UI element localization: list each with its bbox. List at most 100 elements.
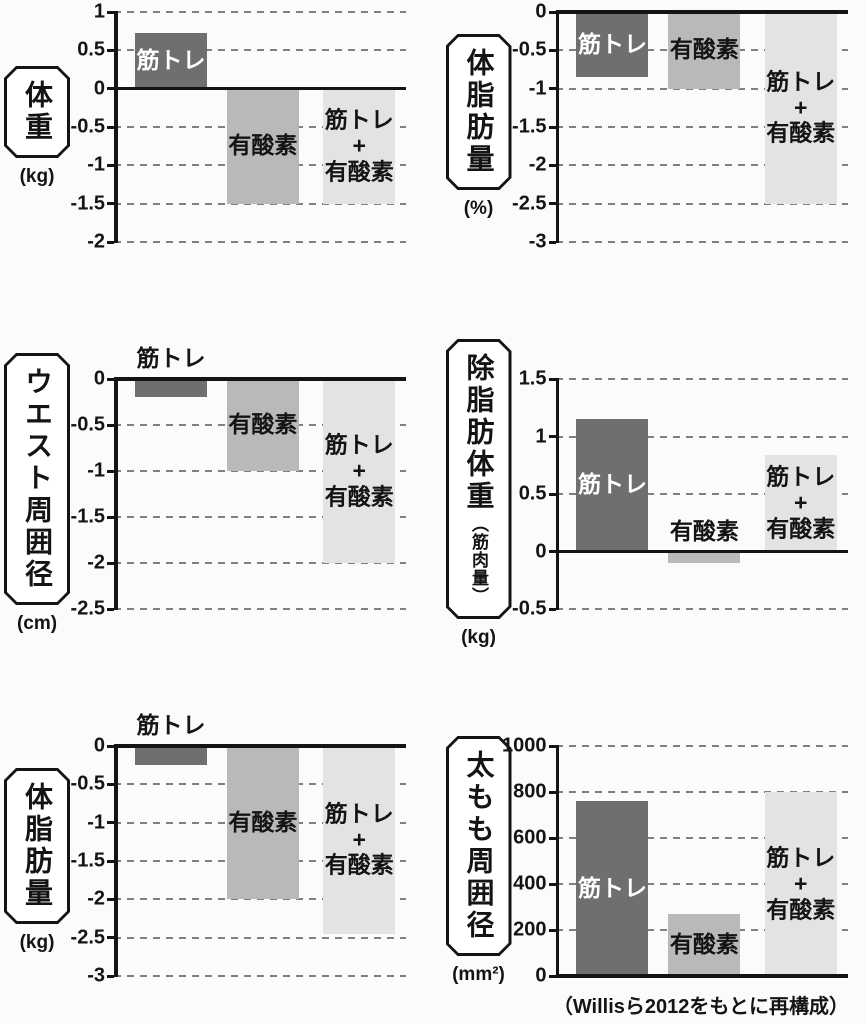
gridline bbox=[114, 562, 406, 564]
y-axis-line bbox=[555, 11, 559, 243]
gridline bbox=[555, 378, 848, 380]
tick-label: -0.5 bbox=[70, 413, 105, 436]
tick-label: 0 bbox=[535, 0, 547, 23]
bar: 有酸素 bbox=[226, 88, 299, 204]
zero-line bbox=[555, 10, 848, 14]
gridline bbox=[555, 87, 848, 90]
source-caption: （Willisら2012をもとに再構成） bbox=[552, 996, 849, 1018]
plot-wrapper: 1000 800 600 400 200 0 筋トレ 有酸素 筋トレ + 有酸素 bbox=[502, 735, 848, 987]
chart-label-column: ウエスト周囲径 (cm) bbox=[6, 353, 68, 635]
bar bbox=[134, 379, 207, 398]
bar-label-line: 有酸素 bbox=[766, 119, 836, 146]
charts-grid: 体重 (kg) 1 0.5 0 -0.5 -1 -1.5 -2 筋トレ 有酸素 筋トレ + 有酸素 体… bbox=[0, 0, 867, 976]
plot-wrapper: 0 -0.5 -1 -1.5 -2 -2.5 筋トレ 有酸素 筋トレ + 有酸素 bbox=[71, 345, 406, 620]
bar-label: 筋トレ + 有酸素 bbox=[325, 801, 394, 878]
bar-label-line: 有酸素 bbox=[669, 36, 739, 63]
tick-label: -1.5 bbox=[512, 115, 547, 138]
chart-unit: (%) bbox=[463, 198, 494, 219]
gridline bbox=[114, 608, 406, 610]
tick-mark bbox=[107, 469, 114, 473]
plot-area: 0 -0.5 -1 -1.5 -2 -2.5 -3 筋トレ 有酸素 筋トレ + 有酸素 bbox=[71, 712, 406, 987]
tick-label: -1.5 bbox=[70, 505, 105, 528]
tick-mark bbox=[548, 744, 556, 748]
chart-4: 除脂肪体重 （筋肉量） (kg) 1.5 1 0.5 0 -0.5 筋トレ 有酸素 筋トレ + 有… bbox=[448, 353, 862, 648]
y-axis-line bbox=[555, 745, 559, 977]
bar: 有酸素 bbox=[226, 379, 299, 471]
tick-label: 1000 bbox=[502, 734, 547, 757]
tick-mark bbox=[548, 87, 556, 91]
tick-mark bbox=[107, 377, 114, 381]
chart-title: ウエスト周囲径 bbox=[22, 367, 53, 591]
tick-label: 0.5 bbox=[77, 38, 105, 61]
tick-label: -0.5 bbox=[70, 772, 105, 795]
bar-label: 筋トレ bbox=[578, 472, 647, 499]
chart-title: 体重 bbox=[22, 80, 53, 144]
bar: 筋トレ + 有酸素 bbox=[323, 746, 396, 934]
bar-label: 筋トレ bbox=[577, 874, 647, 902]
gridline bbox=[555, 435, 848, 438]
tick-label: -2.5 bbox=[70, 926, 105, 949]
plot-wrapper: 0 -0.5 -1 -1.5 -2 -2.5 -3 筋トレ 有酸素 筋トレ + 有酸素 bbox=[71, 712, 406, 987]
plot-area: 1 0.5 0 -0.5 -1 -1.5 -2 筋トレ 有酸素 筋トレ + 有酸素 bbox=[71, 1, 406, 253]
tick-label: 0 bbox=[93, 77, 105, 100]
chart-unit: (kg) bbox=[19, 932, 55, 953]
bar: 筋トレ + 有酸素 bbox=[764, 454, 837, 552]
y-axis-line bbox=[114, 745, 118, 977]
bar-label: 筋トレ + 有酸素 bbox=[766, 68, 836, 146]
tick-mark bbox=[548, 928, 556, 932]
tick-label: -1.5 bbox=[70, 849, 105, 872]
tick-mark bbox=[107, 744, 114, 748]
tick-label: -0.5 bbox=[512, 597, 547, 620]
gridline bbox=[114, 470, 406, 472]
chart-title-box: 太もも周囲径 bbox=[446, 736, 512, 956]
tick-mark bbox=[107, 87, 114, 91]
chart-title-box: 体脂肪量 bbox=[446, 34, 512, 190]
tick-label: -0.5 bbox=[512, 38, 547, 61]
tick-label: -3 bbox=[528, 230, 547, 253]
tick-mark bbox=[107, 423, 114, 427]
tick-label: -0.5 bbox=[70, 115, 105, 138]
tick-mark bbox=[548, 202, 556, 206]
zero-line bbox=[114, 377, 406, 381]
bar-label-line: 有酸素 bbox=[324, 158, 394, 185]
tick-label: -3 bbox=[87, 964, 105, 987]
gridline bbox=[555, 126, 848, 128]
tick-mark bbox=[548, 377, 556, 381]
tick-label: -2 bbox=[87, 230, 105, 253]
bar: 有酸素 bbox=[668, 12, 741, 89]
tick-label: -1 bbox=[528, 77, 547, 100]
tick-mark bbox=[548, 882, 556, 886]
tick-label: -1 bbox=[87, 459, 105, 482]
plot-area: 1000 800 600 400 200 0 筋トレ 有酸素 筋トレ + 有酸素 bbox=[502, 735, 848, 987]
tick-label: 600 bbox=[513, 826, 547, 849]
gridline bbox=[555, 241, 848, 243]
tick-label: 0 bbox=[535, 540, 547, 562]
gridline bbox=[555, 883, 848, 885]
tick-label: -1 bbox=[87, 811, 105, 834]
chart-unit: (cm) bbox=[16, 613, 58, 634]
bar-label: 有酸素 bbox=[228, 411, 297, 438]
tick-mark bbox=[548, 550, 556, 553]
bar-label-above: 筋トレ bbox=[136, 345, 206, 371]
tick-mark bbox=[107, 202, 114, 206]
bar: 筋トレ + 有酸素 bbox=[323, 379, 396, 563]
tick-mark bbox=[548, 492, 556, 496]
chart-subtitle: （筋肉量） bbox=[469, 515, 488, 605]
bar-label: 筋トレ + 有酸素 bbox=[324, 106, 394, 185]
bar: 筋トレ bbox=[576, 801, 649, 976]
tick-label: -2.5 bbox=[512, 192, 547, 215]
chart-title: 除脂肪体重 bbox=[463, 353, 495, 513]
tick-label: -2 bbox=[87, 887, 105, 910]
gridline bbox=[114, 898, 406, 901]
gridline bbox=[555, 745, 848, 747]
tick-mark bbox=[548, 10, 556, 14]
bar-label-line: 筋トレ bbox=[324, 106, 394, 133]
plot-area: 0 -0.5 -1 -1.5 -2 -2.5 -3 筋トレ 有酸素 筋トレ + 有酸素 bbox=[512, 1, 848, 253]
bar-label-line: + bbox=[794, 870, 808, 897]
bar-label-line: 有酸素 bbox=[766, 895, 836, 922]
bar-label: 有酸素 bbox=[228, 809, 297, 836]
bar: 筋トレ bbox=[134, 33, 207, 89]
bar-label-line: 筋トレ bbox=[577, 874, 647, 901]
gridline bbox=[555, 608, 848, 610]
chart-label-column: 体脂肪量 (%) bbox=[448, 34, 510, 220]
